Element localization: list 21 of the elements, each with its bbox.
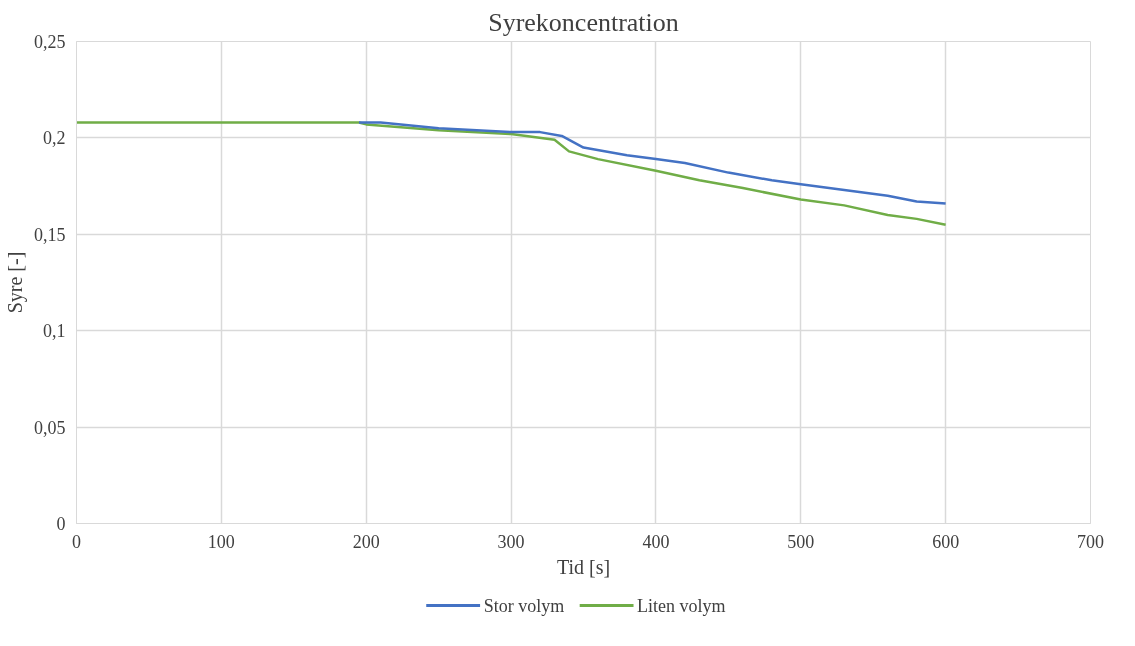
x-tick-label: 300 xyxy=(497,531,525,552)
y-tick-label: 0,1 xyxy=(43,321,66,342)
y-tick-label: 0,25 xyxy=(34,32,66,52)
legend-label: Liten volym xyxy=(637,595,726,616)
x-tick-label: 400 xyxy=(642,531,670,552)
x-tick-label: 700 xyxy=(1077,531,1104,552)
x-tick-label: 600 xyxy=(932,531,960,552)
y-tick-label: 0 xyxy=(56,514,66,534)
chart-title: Syrekoncentration xyxy=(488,7,679,37)
x-tick-label: 0 xyxy=(72,531,81,552)
y-tick-label: 0,2 xyxy=(43,128,66,149)
legend-label: Stor volym xyxy=(483,595,565,616)
line-series xyxy=(76,121,947,226)
y-tick-label: 0,05 xyxy=(34,417,66,438)
line-series xyxy=(357,121,947,205)
y-tick-label: 0,15 xyxy=(34,224,66,245)
x-tick-label: 100 xyxy=(207,531,235,552)
x-tick-label: 500 xyxy=(787,531,815,552)
y-axis-title: Syre [-] xyxy=(4,251,27,314)
x-tick-label: 200 xyxy=(352,531,380,552)
x-axis-title: Tid [s] xyxy=(556,555,611,578)
